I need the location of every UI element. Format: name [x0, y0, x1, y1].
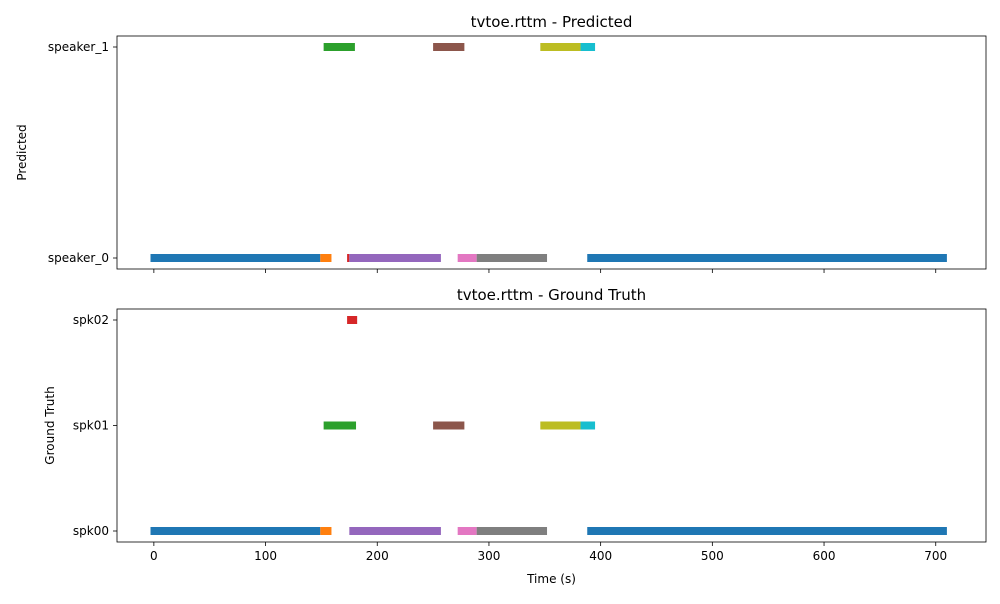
- segment-bar: [476, 254, 548, 262]
- x-tick-label: 700: [924, 549, 947, 563]
- segment-bar: [320, 527, 332, 535]
- x-tick-label: 200: [366, 549, 389, 563]
- segment-bar: [349, 254, 441, 262]
- segment-bar: [587, 527, 947, 535]
- x-tick-label: 500: [701, 549, 724, 563]
- predicted-axes: tvtoe.rttm - Predicted Predicted speaker…: [15, 13, 987, 273]
- y-tick-label: spk00: [73, 524, 109, 538]
- y-axis-label: Predicted: [15, 124, 29, 180]
- segment-bar: [540, 43, 581, 51]
- x-tick-label: 300: [477, 549, 500, 563]
- segment-bar: [347, 316, 358, 324]
- segment-bar: [476, 527, 548, 535]
- segment-bar: [349, 527, 441, 535]
- segment-bar: [150, 527, 321, 535]
- segment-bar: [580, 43, 596, 51]
- y-tick-label: spk01: [73, 419, 109, 433]
- segment-bar: [323, 43, 355, 51]
- x-tick-label: 400: [589, 549, 612, 563]
- y-tick-label: speaker_0: [48, 251, 109, 265]
- y-axis-label: Ground Truth: [43, 386, 57, 464]
- x-tick-label: 600: [813, 549, 836, 563]
- segment-bar: [150, 254, 321, 262]
- segment-bar: [580, 421, 596, 430]
- segment-bar: [540, 421, 581, 430]
- y-tick-label: speaker_1: [48, 40, 109, 54]
- x-axis-label: Time (s): [526, 572, 576, 586]
- segment-bar: [320, 254, 332, 262]
- axes-frame: [116, 35, 987, 270]
- segment-bar: [323, 421, 357, 430]
- segment-bar: [433, 421, 465, 430]
- segment-bar: [433, 43, 465, 51]
- segment-bar: [457, 527, 477, 535]
- x-tick-label: 0: [150, 549, 158, 563]
- segment-bar: [457, 254, 477, 262]
- chart-title: tvtoe.rttm - Predicted: [471, 13, 633, 31]
- segment-bar: [347, 254, 350, 262]
- segment-bar: [587, 254, 947, 262]
- ground-truth-axes: tvtoe.rttm - Ground Truth Ground Truth T…: [43, 286, 987, 586]
- chart-title: tvtoe.rttm - Ground Truth: [457, 286, 646, 304]
- x-tick-label: 100: [254, 549, 277, 563]
- y-tick-label: spk02: [73, 313, 109, 327]
